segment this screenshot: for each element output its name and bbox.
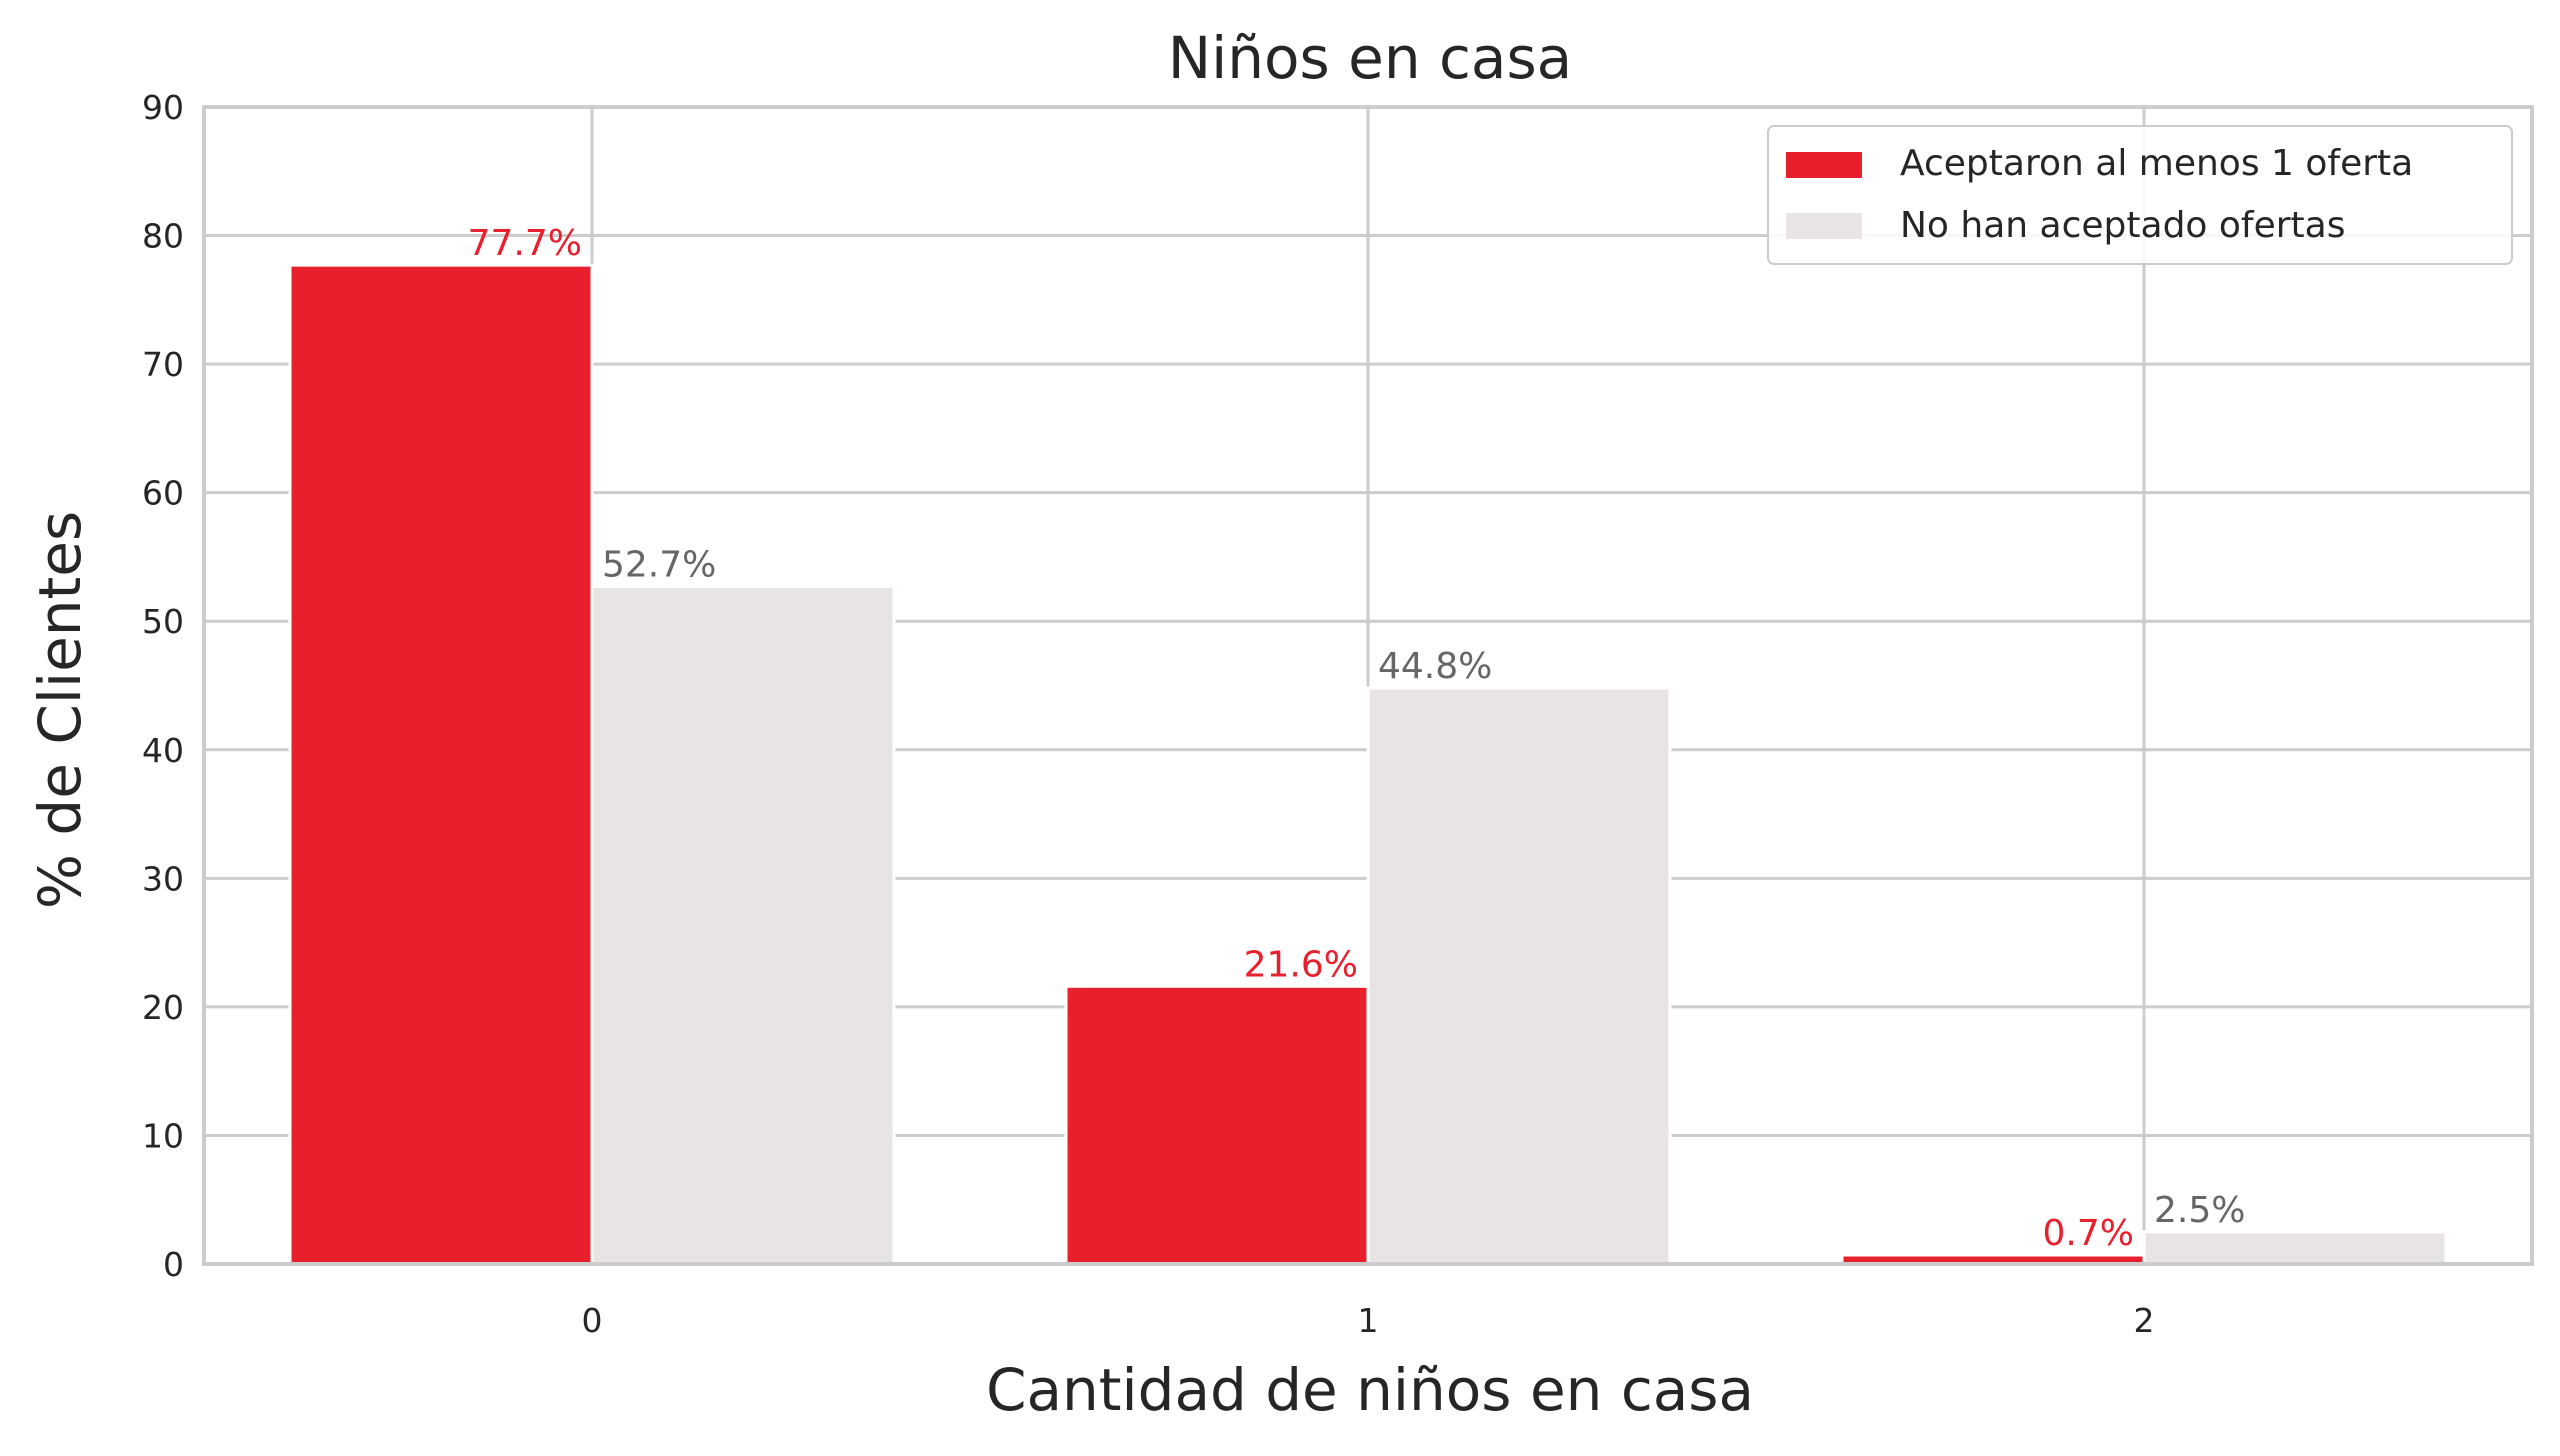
bar-series-2 <box>1366 686 1672 1266</box>
bars <box>288 263 2448 1266</box>
legend-swatch-no-aceptado <box>1786 213 1862 239</box>
x-tick-label: 0 <box>582 1301 603 1340</box>
data-label-series-2: 52.7% <box>602 545 716 586</box>
chart-title: Niños en casa <box>1168 24 1572 92</box>
y-tick-label: 0 <box>163 1245 184 1284</box>
y-tick-label: 20 <box>142 988 184 1027</box>
legend: Aceptaron al menos 1 oferta No han acept… <box>1767 125 2513 265</box>
bar-series-2 <box>2142 1230 2448 1266</box>
x-tick-label: 2 <box>2134 1301 2155 1340</box>
legend-label-aceptaron: Aceptaron al menos 1 oferta <box>1900 143 2413 184</box>
plot-border <box>202 105 2534 1266</box>
bar-series-1 <box>1064 984 1370 1266</box>
data-label-series-2: 2.5% <box>2154 1190 2245 1231</box>
bar-series-2 <box>590 585 896 1266</box>
tick-labels: 0 10 20 30 40 50 60 70 80 90 0 1 2 <box>142 88 2155 1340</box>
y-axis-title: % de Clientes <box>26 511 94 909</box>
data-label-series-1: 0.7% <box>2043 1213 2134 1254</box>
legend-label-no-aceptado: No han aceptado ofertas <box>1900 205 2345 246</box>
x-axis-title: Cantidad de niños en casa <box>986 1356 1754 1424</box>
y-tick-label: 80 <box>142 217 184 256</box>
legend-box <box>1767 125 2513 265</box>
x-tick-label: 1 <box>1358 1301 1379 1340</box>
y-tick-label: 50 <box>142 602 184 641</box>
plot-frame <box>202 105 2534 1266</box>
y-tick-label: 90 <box>142 88 184 127</box>
y-tick-label: 40 <box>142 731 184 770</box>
y-tick-label: 10 <box>142 1116 184 1155</box>
legend-swatch-aceptaron <box>1786 152 1862 178</box>
data-labels: 77.7% 21.6% 0.7% 52.7% 44.8% 2.5% <box>468 223 2246 1254</box>
data-label-series-2: 44.8% <box>1378 646 1492 687</box>
y-tick-label: 30 <box>142 859 184 898</box>
bar-series-1 <box>288 263 594 1266</box>
data-label-series-1: 21.6% <box>1244 944 1358 985</box>
y-tick-label: 70 <box>142 345 184 384</box>
y-tick-label: 60 <box>142 474 184 513</box>
data-label-series-1: 77.7% <box>468 223 582 264</box>
